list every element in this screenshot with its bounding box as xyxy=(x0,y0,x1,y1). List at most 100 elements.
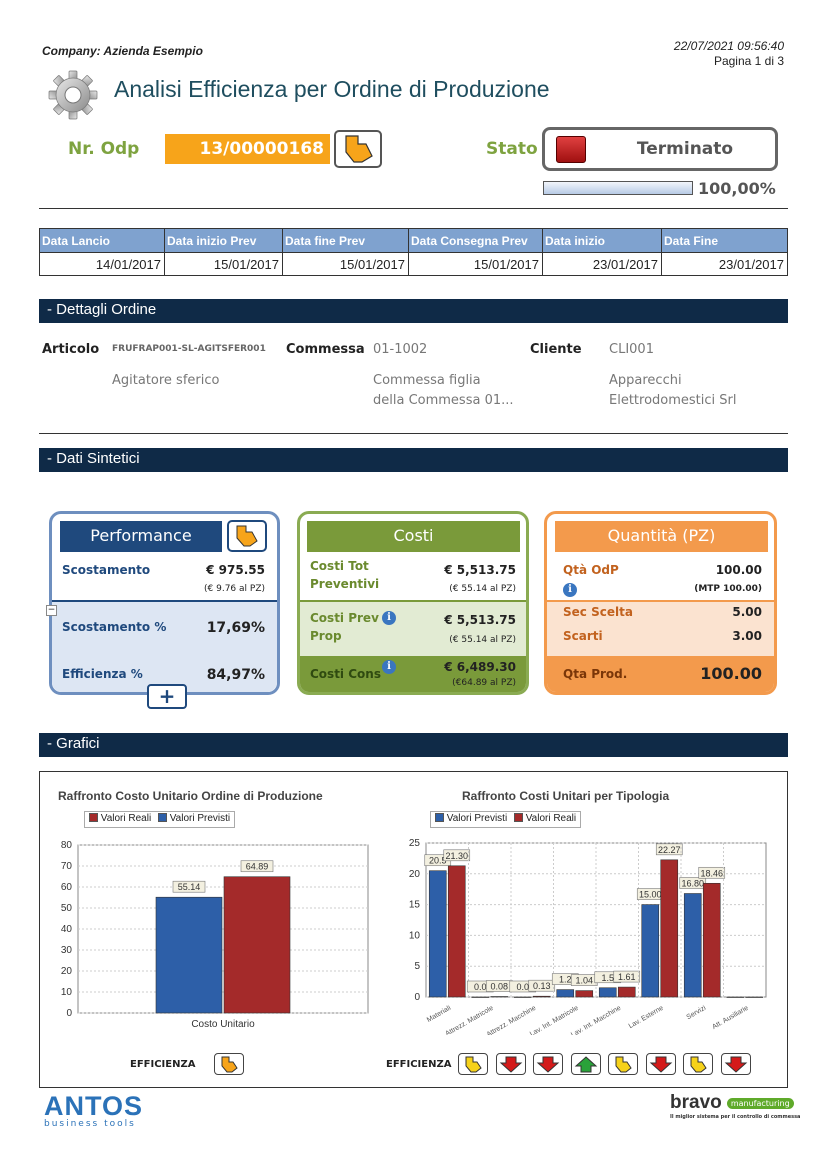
quantita-sec-panel xyxy=(547,600,774,656)
costi-prev-per-pz: (€ 55.14 al PZ) xyxy=(449,635,516,645)
data-label: 20.5 xyxy=(429,856,447,866)
qta-odp-label: Qtà OdP xyxy=(563,563,619,577)
legend-entry: Valori Reali xyxy=(525,813,577,824)
costi-tot-value: € 5,513.75 xyxy=(444,563,516,577)
data-label: 21.30 xyxy=(445,851,468,861)
table-header: Data Lancio xyxy=(39,228,165,253)
bar xyxy=(447,865,466,998)
efficiency-button[interactable] xyxy=(533,1053,563,1075)
bar xyxy=(726,996,745,998)
table-header-row: Data Lancio Data inizio Prev Data fine P… xyxy=(39,228,788,253)
divider xyxy=(39,433,788,434)
data-label-box xyxy=(698,866,726,879)
y-tick-label: 0 xyxy=(414,992,420,1003)
efficiency-button[interactable] xyxy=(720,1053,751,1075)
arrow-down-red-icon xyxy=(499,1056,522,1073)
arrow-down-yellow-icon xyxy=(615,1056,632,1073)
table-cell: 14/01/2017 xyxy=(39,252,165,276)
arrow-down-yellow-icon xyxy=(465,1056,482,1073)
scostamento-label: Scostamento xyxy=(62,563,151,577)
sec-scelta-label: Sec Scelta xyxy=(563,605,633,619)
table-cell: 15/01/2017 xyxy=(282,252,409,276)
bar xyxy=(745,996,764,998)
info-icon[interactable]: i xyxy=(382,611,396,625)
efficiency-button[interactable] xyxy=(570,1053,601,1075)
bravo-logo-sub: Il miglior sistema per il controllo di c… xyxy=(670,1114,801,1120)
data-label-box xyxy=(240,860,274,873)
bar xyxy=(223,876,291,1014)
legend-entry: Valori Previsti xyxy=(169,813,231,824)
bar xyxy=(575,990,594,998)
section-grafici: - Grafici xyxy=(39,733,788,757)
stato-value: Terminato xyxy=(636,139,734,159)
legend-entry: Valori Previsti xyxy=(446,813,508,824)
costi-prev-label: Costi Prev xyxy=(310,611,379,625)
collapse-toggle[interactable]: − xyxy=(46,605,57,616)
odp-value: 13/00000168 xyxy=(165,134,330,164)
efficiency-button[interactable] xyxy=(458,1053,488,1075)
data-label: 0.0 xyxy=(474,982,487,992)
efficiency-button[interactable] xyxy=(608,1053,638,1075)
odp-efficiency-button[interactable] xyxy=(334,130,382,168)
quantita-prod-panel xyxy=(547,656,774,692)
bar xyxy=(513,996,532,998)
performance-efficiency-button[interactable] xyxy=(227,520,267,552)
y-tick-label: 5 xyxy=(414,961,420,972)
y-tick-label: 25 xyxy=(409,838,421,849)
costi-cons-per-pz: (€64.89 al PZ) xyxy=(452,678,516,688)
commessa-label: Commessa xyxy=(286,342,365,357)
y-tick-label: 40 xyxy=(61,924,73,935)
chart1-efficienza-label: EFFICIENZA xyxy=(130,1059,196,1070)
scarti-label: Scarti xyxy=(563,629,603,643)
antos-logo: ANTOS business tools xyxy=(44,1093,143,1130)
costi-tot-label: Costi Tot xyxy=(310,559,369,573)
commessa-desc: Commessa figlia xyxy=(373,373,481,388)
bravo-logo-tag: manufacturing xyxy=(726,1098,794,1109)
arrow-down-right-icon xyxy=(236,525,258,547)
bar xyxy=(660,859,679,998)
table-header: Data inizio xyxy=(542,228,662,253)
data-label: 55.14 xyxy=(178,882,201,892)
data-label: 18.46 xyxy=(700,868,723,878)
efficiency-button[interactable] xyxy=(683,1053,713,1075)
efficiency-button[interactable] xyxy=(495,1053,526,1075)
legend-swatch xyxy=(89,813,98,822)
chart2-title: Raffronto Costi Unitari per Tipologia xyxy=(462,789,670,803)
company-name: Company: Azienda Esempio xyxy=(42,44,203,58)
progress-fill xyxy=(544,182,692,194)
arrow-down-right-icon xyxy=(345,135,373,163)
articolo-code: FRUFRAP001-SL-AGITSFER001 xyxy=(112,344,266,354)
table-cell: 23/01/2017 xyxy=(542,252,662,276)
costi-tot-label-2: Preventivi xyxy=(310,577,380,591)
page-number: Pagina 1 di 3 xyxy=(713,54,784,68)
y-tick-label: 50 xyxy=(61,903,73,914)
cliente-label: Cliente xyxy=(530,342,582,357)
qta-prod-value: 100.00 xyxy=(700,664,762,683)
expand-plus-button[interactable]: + xyxy=(147,684,187,709)
costi-title: Costi xyxy=(307,521,520,552)
page-title: Analisi Efficienza per Ordine di Produzi… xyxy=(114,76,550,102)
divider xyxy=(39,208,788,209)
data-label: 22.27 xyxy=(658,845,681,855)
scostamento-value: € 975.55 xyxy=(206,563,265,577)
efficienza-label: Efficienza % xyxy=(62,667,143,681)
performance-card: Performance Scostamento € 975.55 (€ 9.76… xyxy=(46,511,280,709)
commessa-desc-2: della Commessa 01... xyxy=(373,393,514,408)
table-cell: 15/01/2017 xyxy=(164,252,283,276)
bar xyxy=(598,987,617,998)
info-icon[interactable]: i xyxy=(563,583,577,597)
info-icon[interactable]: i xyxy=(382,660,396,674)
y-tick-label: 70 xyxy=(61,861,73,872)
chart1-efficiency-button[interactable] xyxy=(214,1053,244,1075)
stato-box: Terminato xyxy=(542,127,778,171)
data-label-box xyxy=(655,843,683,856)
quantita-card: Quantità (PZ) Qtà OdP 100.00 i (MTP 100.… xyxy=(544,511,777,695)
bar xyxy=(702,882,721,998)
efficiency-button[interactable] xyxy=(645,1053,676,1075)
x-tick-label: Lav. Esterne xyxy=(628,1005,665,1031)
print-stamp: 22/07/2021 09:56:40 Pagina 1 di 3 xyxy=(674,39,784,69)
chart1-legend: Valori Reali Valori Previsti xyxy=(84,811,236,828)
articolo-label: Articolo xyxy=(42,342,100,357)
arrow-down-red-icon xyxy=(724,1056,747,1073)
